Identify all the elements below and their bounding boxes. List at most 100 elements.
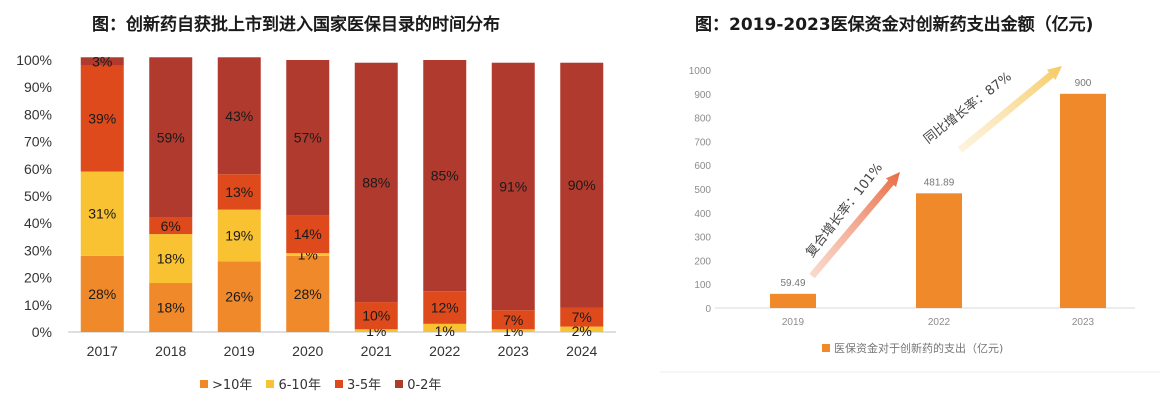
legend-swatch [334,379,343,388]
bar-segment [560,326,604,332]
x-tick-label: 2021 [361,343,392,359]
bar-segment [354,62,398,303]
data-label: 59.49 [780,278,805,289]
data-label: 59% [157,130,185,146]
bar-segment [286,215,330,254]
y-tick-label: 30% [24,242,52,258]
legend-label: 3-5年 [346,378,382,393]
x-tick-label: 2023 [498,343,529,359]
x-tick-label: 2017 [87,343,118,359]
y-tick-label: 0 [705,304,711,315]
x-tick-label: 2019 [224,343,255,359]
legend-swatch [395,379,404,388]
bar-chart: 0 100 200 300 400 500 600 700 800 900 1000 复合增长率：10… [660,66,1160,373]
data-label: 3% [92,53,112,69]
x-tick-label: 2019 [782,317,805,328]
data-label: 12% [431,300,459,316]
bar-segment [354,302,398,330]
bar-segment [286,255,330,332]
bar-segment [286,60,330,216]
data-label: 28% [88,286,116,302]
legend-swatch [200,379,208,388]
data-label: 7% [572,309,592,325]
y-tick-label: 200 [694,256,711,267]
data-label: 91% [499,178,527,194]
y-tick-label: 700 [694,137,711,148]
growth-arrow [809,172,900,279]
data-label: 18% [157,251,185,267]
x-tick-label: 2020 [292,343,323,359]
bar-segment [286,253,330,256]
bar-segment [80,57,124,66]
bar-segment [491,310,535,330]
bar-segment [423,323,467,332]
y-tick-label: 600 [694,161,711,172]
bar-segment [217,57,261,175]
y-tick-label: 90% [24,79,52,95]
bar-segment [354,329,398,332]
bar-segment [423,60,467,292]
bar-segment [80,255,124,332]
y-tick-label: 40% [24,215,52,231]
data-label: 31% [88,206,116,222]
data-label: 19% [225,227,253,243]
data-label: 57% [294,130,322,146]
x-tick-label: 2022 [429,343,460,359]
bar-segment [560,307,604,327]
y-tick-label: 900 [694,90,711,101]
data-label: 1% [435,323,455,339]
x-tick-label: 2024 [566,343,597,359]
legend-label: 6-10年 [278,378,321,393]
data-label: 88% [362,174,390,190]
y-tick-label: 400 [694,209,711,220]
data-label: 18% [157,300,185,316]
data-label: 10% [362,308,390,324]
y-tick-label: 800 [694,114,711,125]
y-tick-label: 60% [24,161,52,177]
legend-swatch [822,344,830,352]
right-chart-title: 图：2019-2023医保资金对创新药支出金额（亿元) [695,15,1094,35]
legend-item: 3-5年 [334,374,382,393]
x-tick-label: 2023 [1072,317,1095,328]
cagr-annotation: 复合增长率：101% [803,160,887,261]
data-label: 2% [572,323,592,339]
bar-segment [423,291,467,324]
data-label: 900 [1075,78,1092,89]
bar-segment [149,283,193,332]
y-tick-label: 500 [694,185,711,196]
data-label: 85% [431,168,459,184]
bar [916,193,962,308]
bar [770,293,816,308]
data-label: 28% [294,286,322,302]
y-tick-label: 10% [24,297,52,313]
bar-segment [491,329,535,332]
left-chart-title: 图：创新药自获批上市到进入国家医保目录的时间分布 [92,15,500,35]
data-label: 14% [294,226,322,242]
data-label: 13% [225,184,253,200]
stacked-bar-chart: 0% 10% 20% 30% 40% 50% 60% 70% 80% 90% 100% 28% 31% 3… [16,52,616,359]
left-chart-panel: 图：创新药自获批上市到进入国家医保目录的时间分布 0% 10% 20% 30% 40% 5… [16,15,616,393]
y-tick-label: 100% [16,52,52,68]
y-tick-label: 70% [24,134,52,150]
bar-segment [149,57,193,218]
legend-label: 医保资金对于创新药的支出（亿元) [834,342,1004,355]
bar-segment [217,261,261,332]
right-chart-legend: 医保资金对于创新药的支出（亿元) [822,340,1003,356]
legend-item: 0-2年 [395,374,441,393]
legend-item: >10年 [200,374,252,393]
bar-segment [80,171,124,256]
bar-segment [80,65,124,172]
data-label: 90% [568,177,596,193]
bar-segment [560,62,604,308]
bar-segment [149,217,193,235]
legend-item: 6-10年 [266,374,321,393]
y-tick-label: 100 [694,280,711,291]
legend-label: 0-2年 [407,378,442,393]
bar [1060,93,1106,308]
bar-segment [217,209,261,262]
data-label: 39% [88,110,116,126]
data-label: 26% [225,289,253,305]
bar-segment [149,234,193,284]
x-tick-label: 2018 [155,343,186,359]
x-tick-label: 2022 [928,317,951,328]
